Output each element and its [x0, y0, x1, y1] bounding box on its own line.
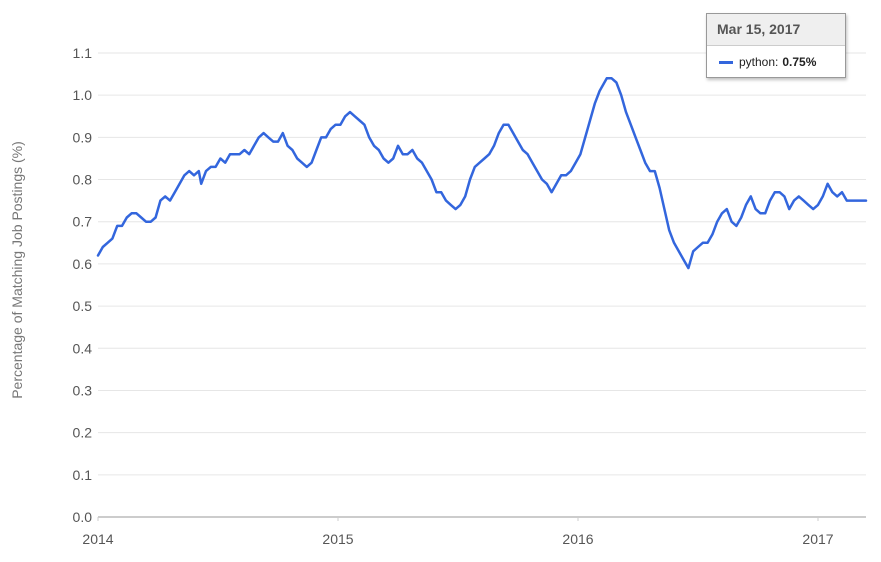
x-tick-label: 2015 — [322, 531, 353, 547]
series-swatch — [719, 60, 733, 64]
x-tick-label: 2014 — [82, 531, 113, 547]
y-tick-label: 0.8 — [73, 172, 93, 188]
series-layer — [96, 77, 868, 270]
tooltip-value: 0.75% — [782, 55, 817, 69]
series-line-python — [96, 77, 868, 270]
y-tick-label: 0.9 — [73, 129, 93, 145]
y-tick-label: 0.6 — [73, 256, 93, 272]
y-tick-label: 0.4 — [73, 340, 93, 356]
x-tick-label: 2016 — [562, 531, 593, 547]
x-tick-label: 2017 — [802, 531, 833, 547]
y-tick-label: 0.1 — [73, 467, 93, 483]
y-tick-label: 1.1 — [73, 45, 93, 61]
y-tick-label: 0.5 — [73, 298, 93, 314]
tooltip-row: python : 0.75% — [707, 46, 845, 78]
gridlines — [98, 52, 866, 476]
y-axis-title: Percentage of Matching Job Postings (%) — [9, 141, 25, 399]
axes: 0.0 0.1 0.2 0.3 0.4 0.5 0.6 0.7 0.8 0.9 1.0 1.1 2014… — [73, 45, 866, 547]
y-tick-label: 1.0 — [73, 87, 93, 103]
tooltip-series-name: python — [739, 55, 776, 69]
y-tick-label: 0.0 — [73, 509, 93, 525]
y-tick-label: 0.7 — [73, 214, 93, 230]
tooltip-separator: : — [775, 55, 779, 69]
y-tick-label: 0.2 — [73, 425, 93, 441]
tooltip-date: Mar 15, 2017 — [707, 14, 845, 46]
y-tick-label: 0.3 — [73, 382, 93, 398]
hover-tooltip: Mar 15, 2017 python : 0.75% — [706, 13, 846, 78]
